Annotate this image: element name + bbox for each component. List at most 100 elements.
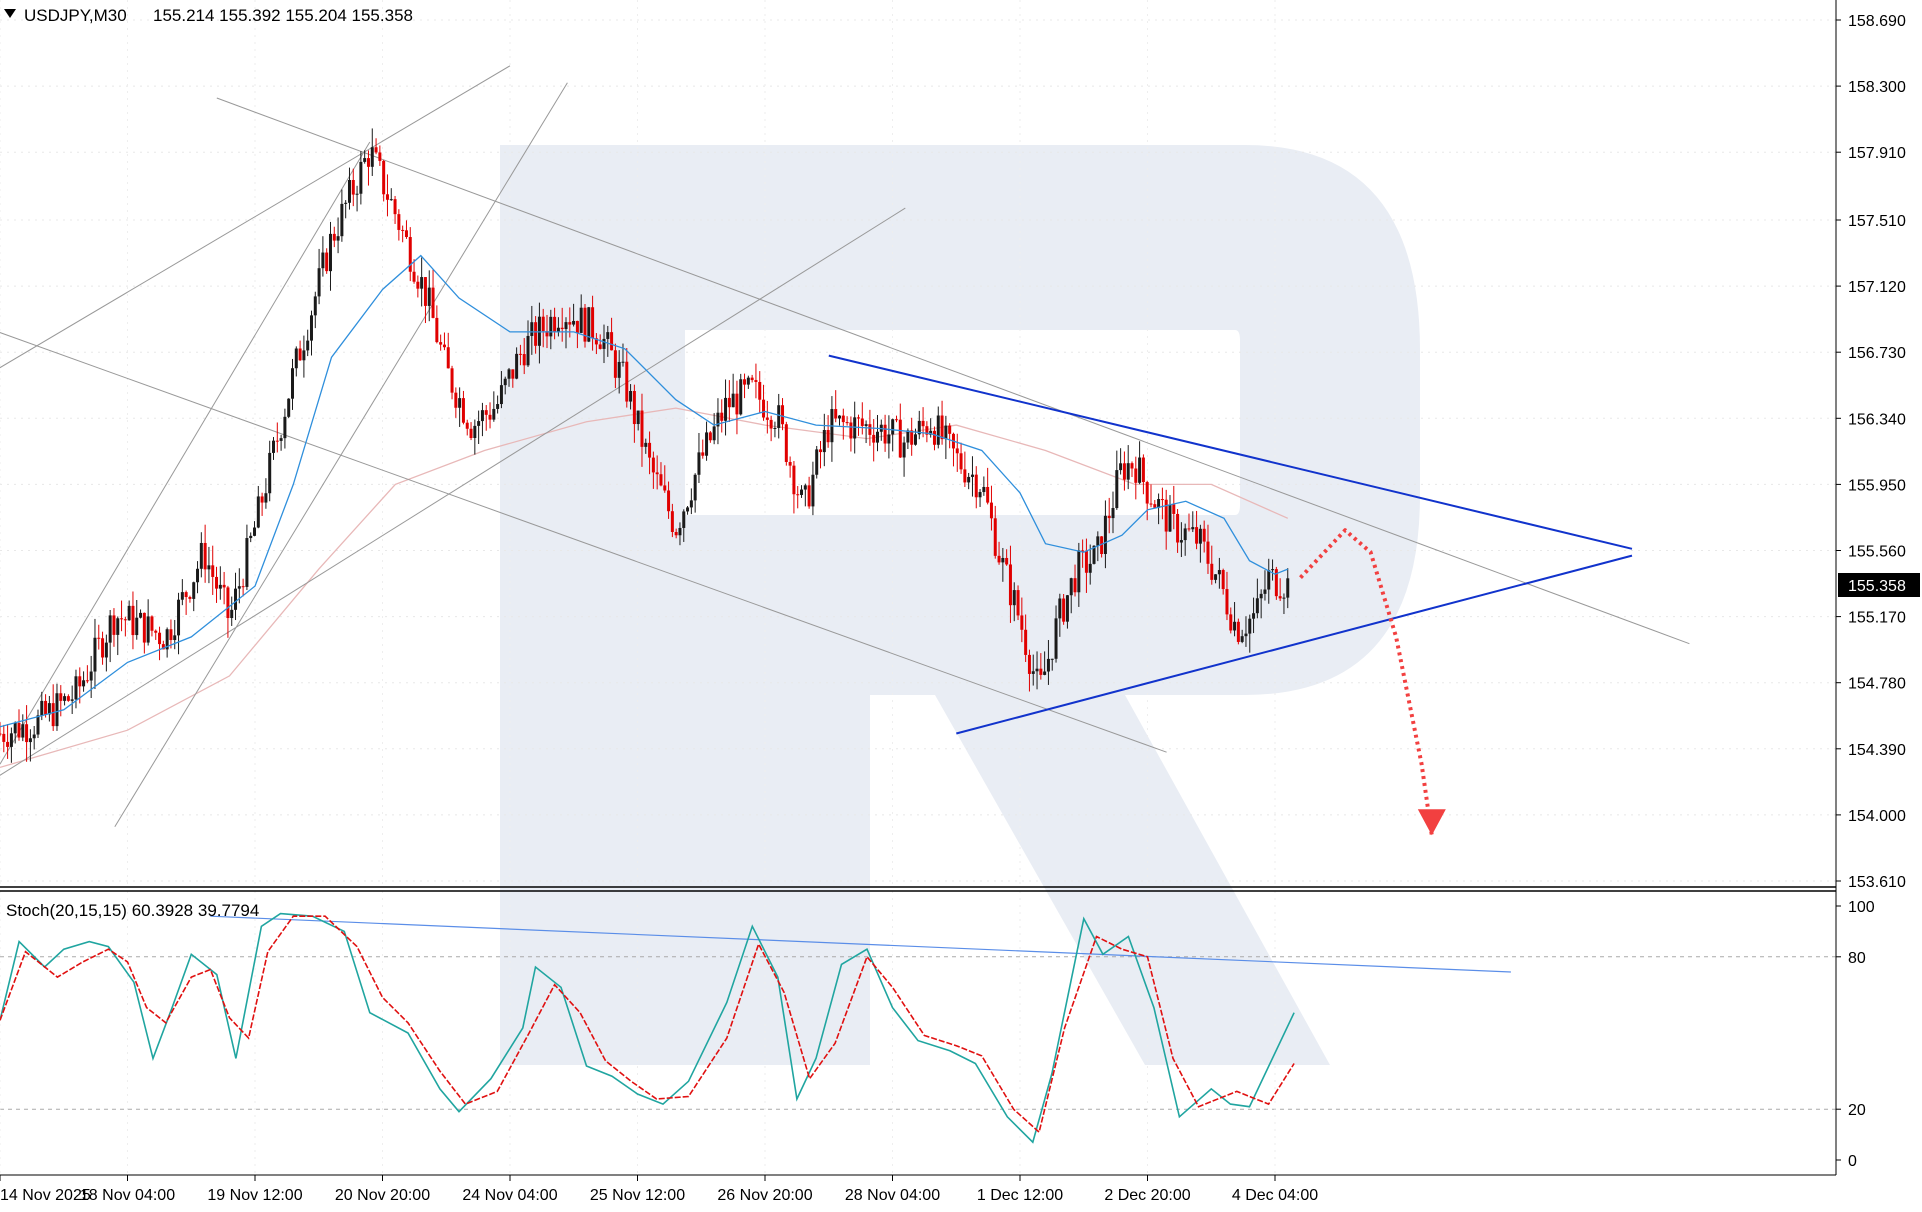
candle-bull	[887, 434, 891, 444]
candle-bull	[1088, 563, 1092, 573]
candle-bull	[731, 393, 735, 408]
triangle-layer	[828, 354, 1633, 735]
candle-bear	[461, 398, 465, 423]
candle-bull	[135, 617, 139, 636]
candle-bear	[986, 486, 990, 503]
candle-bull	[21, 724, 25, 738]
candle-bear	[1141, 457, 1145, 483]
candle-bull	[1054, 618, 1058, 659]
candle-bear	[781, 405, 785, 425]
candle-bear	[655, 472, 659, 475]
candle-bear	[534, 322, 538, 346]
price-tick-label: 155.170	[1848, 610, 1906, 627]
candle-bull	[355, 193, 359, 195]
candle-bull	[9, 733, 13, 747]
candle-bear	[1153, 504, 1157, 508]
price-tick-label: 154.000	[1848, 808, 1906, 825]
candle-bear	[860, 418, 864, 426]
ind-tick-label: 20	[1848, 1102, 1866, 1119]
time-tick-label: 25 Nov 12:00	[590, 1187, 685, 1204]
candle-bear	[332, 233, 336, 241]
watermark-logo	[500, 145, 1420, 1065]
candle-bear	[1039, 668, 1043, 675]
candle-bull	[63, 696, 67, 701]
candle-bull	[199, 542, 203, 569]
candle-bull	[1157, 499, 1161, 508]
candle-bear	[260, 496, 264, 503]
candle-bull	[458, 398, 462, 408]
candle-bear	[849, 422, 853, 439]
candle-bull	[237, 586, 241, 589]
candle-bear	[366, 158, 370, 167]
candle-bear	[97, 637, 101, 639]
candle-bear	[211, 565, 215, 577]
candle-bull	[587, 307, 591, 342]
candle-bear	[1278, 596, 1282, 599]
candle-bear	[423, 277, 427, 306]
candle-bull	[234, 588, 238, 610]
candle-bull	[279, 438, 283, 441]
candle-bull	[864, 424, 868, 426]
candle-bear	[518, 353, 522, 355]
candle-bull	[283, 416, 287, 439]
candle-bull	[705, 432, 709, 456]
candle-bear	[670, 511, 674, 532]
candle-bear	[594, 338, 598, 345]
candle-bull	[93, 637, 97, 672]
current-price-tag: 155.358	[1838, 573, 1920, 597]
candle-bull	[773, 427, 777, 429]
candle-bear	[663, 485, 667, 491]
candle-bear	[674, 531, 678, 536]
candle-bull	[1126, 463, 1130, 480]
candle-bull	[1050, 658, 1054, 660]
candle-bear	[25, 724, 29, 743]
candle-bull	[359, 161, 363, 194]
candle-bull	[724, 397, 728, 421]
candle-bear	[1027, 654, 1031, 674]
candle-bear	[85, 680, 89, 682]
candle-bull	[1031, 671, 1035, 674]
candle-bull	[1119, 463, 1123, 471]
candle-bear	[807, 485, 811, 507]
candle-bear	[450, 368, 454, 393]
candle-bull	[82, 680, 86, 687]
candle-bull	[891, 419, 895, 435]
candle-bull	[1244, 633, 1248, 637]
candle-bear	[959, 453, 963, 470]
candle-bear	[659, 474, 663, 486]
candle-bear	[393, 199, 397, 215]
candle-bear	[298, 348, 302, 361]
candle-bull	[1168, 504, 1172, 532]
candle-bull	[317, 268, 321, 297]
candle-bear	[215, 576, 219, 589]
time-tick-label: 1 Dec 12:00	[977, 1187, 1063, 1204]
candle-bear	[44, 700, 48, 715]
candle-bull	[294, 348, 298, 369]
candle-bear	[796, 494, 800, 496]
candle-bull	[192, 582, 196, 599]
candle-bear	[591, 307, 595, 339]
price-tick-label: 153.610	[1848, 874, 1906, 891]
candle-bear	[750, 377, 754, 381]
candle-bull	[621, 361, 625, 363]
candle-bull	[108, 615, 112, 643]
indicator-axis-ticks: 100 80 20 0	[1836, 899, 1875, 1170]
candle-bull	[347, 180, 351, 203]
candle-bear	[439, 342, 443, 345]
candle-bull	[32, 734, 36, 739]
candle-bull	[982, 486, 986, 493]
candle-bear	[894, 419, 898, 421]
candle-bull	[420, 277, 424, 289]
collapse-triangle-icon[interactable]	[4, 9, 16, 18]
candle-bull	[944, 425, 948, 440]
candle-bull	[815, 449, 819, 475]
channel-line-2	[0, 332, 1167, 753]
candle-bull	[1198, 528, 1202, 544]
candle-bull	[1255, 598, 1259, 614]
candle-bear	[921, 420, 925, 427]
candle-bear	[1221, 570, 1225, 590]
candle-bull	[777, 405, 781, 428]
candle-bull	[1263, 589, 1267, 594]
candle-bear	[469, 428, 473, 438]
